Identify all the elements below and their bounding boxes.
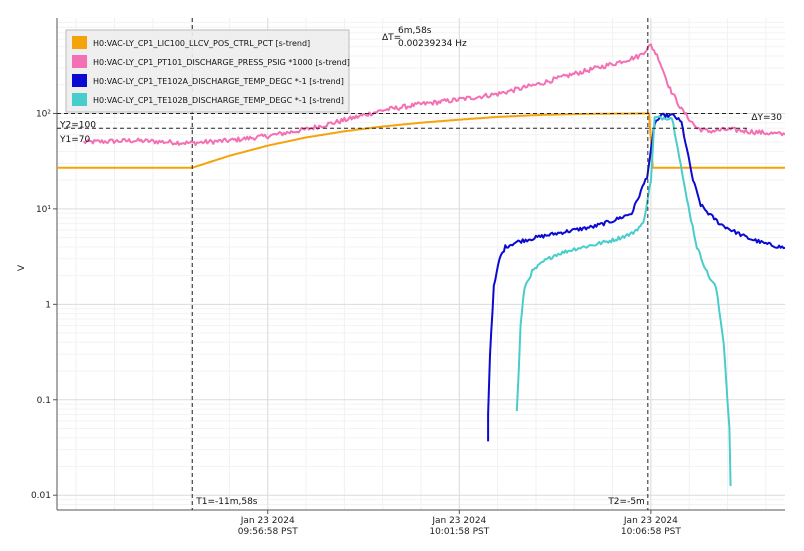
series-line-1[interactable] — [57, 112, 785, 169]
y-axis-ticks: 0.01 0.1 1 10¹ 10² — [31, 109, 57, 501]
legend-swatch — [72, 93, 87, 106]
y-tick-label: 10¹ — [36, 205, 51, 215]
delta-t-value: 6m,58s — [398, 26, 432, 36]
axes — [56, 18, 785, 511]
x-tick-label-date: Jan 23 2024 — [623, 516, 678, 526]
y-tick-label: 0.01 — [31, 491, 51, 501]
series-line-2[interactable] — [83, 43, 785, 146]
x-tick-label-time: 09:56:58 PST — [238, 527, 298, 537]
y-axis-label: V — [17, 264, 27, 271]
vertical-cursor-label: T2=-5m — [607, 497, 645, 507]
delta-t-frequency: 0.00239234 Hz — [398, 39, 467, 49]
x-tick-label-time: 10:06:58 PST — [621, 527, 681, 537]
delta-y-value: ΔY=30 — [751, 113, 782, 123]
legend-swatch — [72, 55, 87, 68]
x-tick-label-time: 10:01:58 PST — [429, 527, 489, 537]
legend-entry-3[interactable]: H0:VAC-LY_CP1_TE102A_DISCHARGE_TEMP_DEGC… — [93, 77, 344, 86]
legend-entry-2[interactable]: H0:VAC-LY_CP1_PT101_DISCHARGE_PRESS_PSIG… — [93, 58, 350, 67]
legend-entry-4[interactable]: H0:VAC-LY_CP1_TE102B_DISCHARGE_TEMP_DEGC… — [93, 96, 344, 105]
y-tick-label: 0.1 — [37, 396, 51, 406]
horizontal-cursor-label: Y1=70 — [59, 135, 90, 145]
y-tick-label: 1 — [45, 300, 51, 310]
cursor-delta-readout: ΔT= 6m,58s 0.00239234 Hz ΔY=30 — [382, 26, 782, 123]
horizontal-cursor-label: Y2=100 — [59, 120, 96, 130]
y-tick-label: 10² — [36, 109, 51, 119]
plot-area[interactable] — [57, 43, 785, 487]
series-line-3[interactable] — [487, 112, 785, 442]
x-tick-label-date: Jan 23 2024 — [431, 516, 486, 526]
series-line-4[interactable] — [515, 115, 732, 487]
legend-entry-1[interactable]: H0:VAC-LY_CP1_LIC100_LLCV_POS_CTRL_PCT [… — [93, 39, 310, 48]
legend[interactable]: H0:VAC-LY_CP1_LIC100_LLCV_POS_CTRL_PCT [… — [65, 29, 350, 113]
vertical-cursor-label: T1=-11m,58s — [195, 497, 258, 507]
delta-t-symbol: ΔT= — [382, 33, 401, 43]
legend-box — [65, 29, 350, 113]
legend-swatch — [72, 36, 87, 49]
legend-swatch — [72, 74, 87, 87]
x-tick-label-date: Jan 23 2024 — [240, 516, 295, 526]
cursor-lines[interactable]: Y2=100 Y1=70 T1=-11m,58s T2=-5m — [57, 18, 750, 510]
